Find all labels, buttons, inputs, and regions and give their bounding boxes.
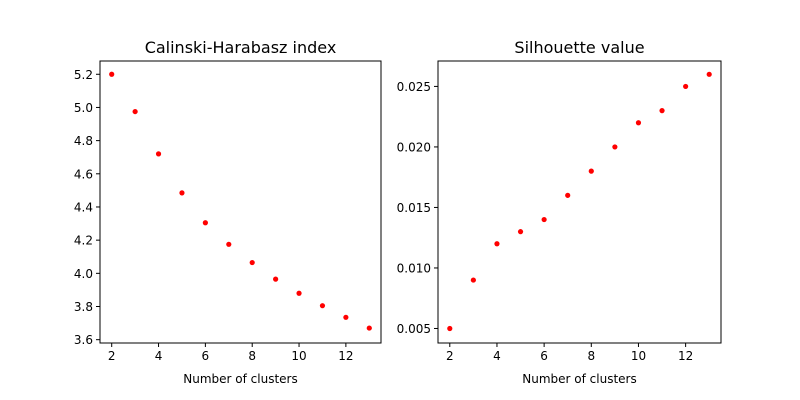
y-tick-label: 0.015: [397, 201, 431, 215]
x-tick-label: 4: [155, 349, 163, 363]
x-axis: 2 4 6 8 10 12: [446, 343, 693, 363]
x-axis-label: Number of clusters: [522, 372, 636, 386]
data-point: [132, 108, 138, 115]
data-point: [612, 144, 618, 150]
y-axis: 0.005 0.010 0.015 0.020 0.025: [397, 80, 438, 336]
data-point: [202, 220, 208, 226]
data-point: [706, 71, 712, 77]
y-axis: 3.6 3.8 4.0 4.2 4.4 4.6 4.8 5.0 5.2: [74, 68, 100, 347]
data-point: [494, 241, 500, 247]
data-point: [683, 83, 689, 90]
y-tick-label: 4.2: [74, 234, 93, 248]
x-tick-label: 12: [678, 349, 693, 363]
chart-panel-ch-index: Calinski-Harabasz index 2 4 6 8 10 12 3.6 3.8 4…: [74, 38, 382, 386]
y-tick-label: 4.6: [74, 167, 93, 181]
data-point: [273, 276, 279, 282]
data-points: [109, 71, 372, 331]
x-axis-label: Number of clusters: [183, 372, 297, 386]
y-tick-label: 5.0: [74, 101, 93, 115]
y-tick-label: 3.8: [74, 300, 93, 314]
x-tick-label: 8: [248, 349, 256, 363]
y-tick-label: 5.2: [74, 68, 93, 82]
y-tick-label: 0.005: [397, 322, 431, 336]
data-point: [109, 71, 115, 77]
x-tick-label: 10: [291, 349, 306, 363]
y-tick-label: 0.020: [397, 140, 431, 154]
x-tick-label: 12: [338, 349, 353, 363]
data-point: [155, 151, 162, 157]
data-point: [565, 192, 571, 198]
x-tick-label: 10: [631, 349, 646, 363]
data-point: [366, 325, 372, 331]
chart-title: Silhouette value: [514, 38, 644, 57]
data-point: [249, 259, 255, 266]
chart-title: Calinski-Harabasz index: [145, 38, 337, 57]
x-tick-label: 4: [493, 349, 501, 363]
data-point: [343, 314, 349, 320]
plot-area: [99, 60, 382, 344]
data-point: [179, 190, 185, 196]
data-point: [226, 241, 232, 247]
x-tick-label: 6: [202, 349, 210, 363]
data-point: [296, 290, 302, 296]
data-point: [588, 168, 594, 174]
x-axis: 2 4 6 8 10 12: [108, 343, 354, 363]
y-tick-label: 3.6: [74, 333, 93, 347]
data-point: [635, 120, 642, 126]
data-point: [319, 303, 326, 309]
data-point: [447, 325, 453, 332]
data-point: [517, 229, 524, 235]
x-tick-label: 6: [540, 349, 548, 363]
data-points: [447, 71, 712, 332]
plot-area: [437, 60, 722, 344]
y-tick-label: 4.8: [74, 134, 93, 148]
y-tick-label: 0.010: [397, 261, 431, 275]
data-point: [541, 216, 547, 223]
x-tick-label: 8: [587, 349, 595, 363]
y-tick-label: 0.025: [397, 80, 431, 94]
y-tick-label: 4.0: [74, 267, 93, 281]
x-tick-label: 2: [446, 349, 454, 363]
x-tick-label: 2: [108, 349, 116, 363]
data-point: [659, 108, 665, 114]
data-point: [470, 277, 476, 283]
y-tick-label: 4.4: [74, 200, 93, 214]
chart-panel-silhouette: Silhouette value 2 4 6 8 10 12 0.005 0.010 0.01…: [397, 38, 722, 386]
